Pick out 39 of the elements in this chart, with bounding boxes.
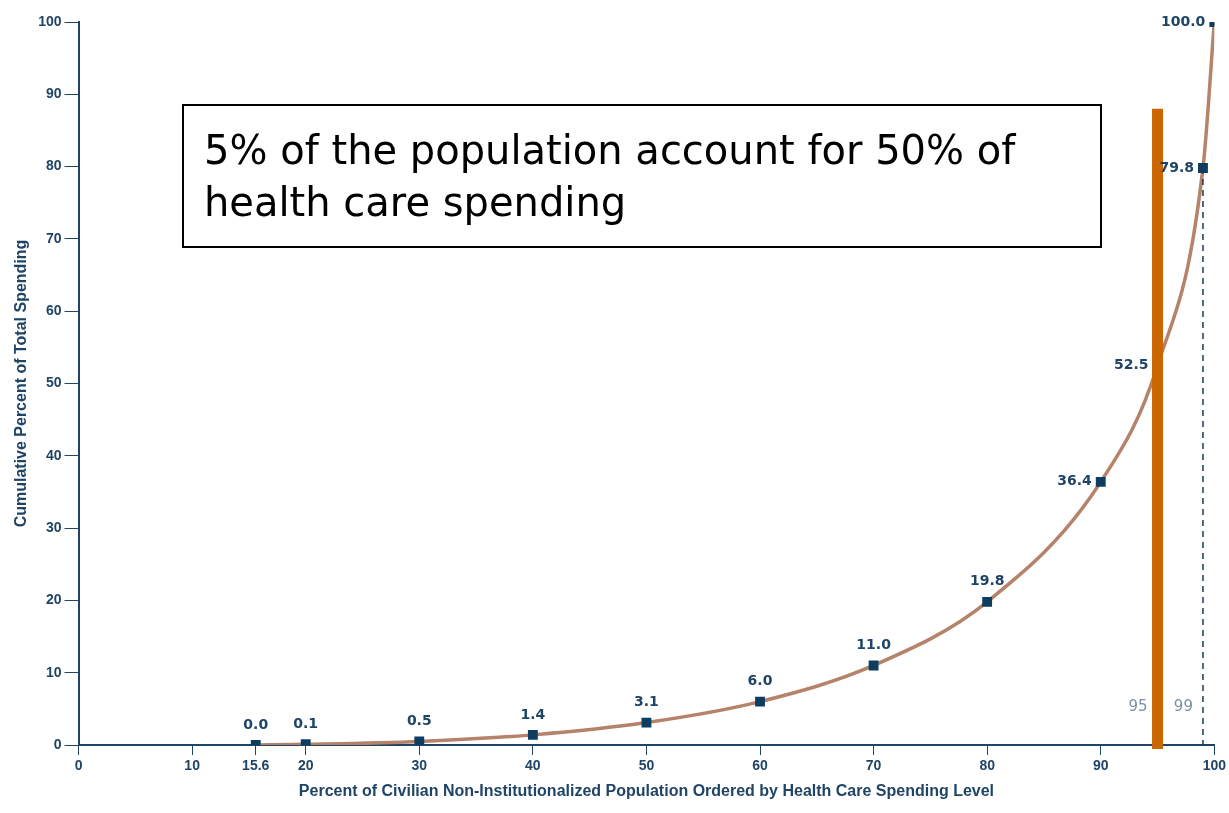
data-label: 100.0 bbox=[1161, 12, 1206, 29]
y-tick-label: 10 bbox=[45, 663, 62, 680]
x-tick-label: 100 bbox=[1202, 757, 1227, 774]
data-label: 11.0 bbox=[856, 636, 892, 653]
x-tick-label: 70 bbox=[865, 757, 882, 774]
x-axis-title: Percent of Civilian Non-Institutionalized Population Ordered by Health Care Spending Level bbox=[298, 781, 995, 799]
y-tick-label: 30 bbox=[45, 518, 62, 535]
y-tick-label: 50 bbox=[45, 374, 62, 391]
annotation: 5% of the population account for 50% of health care spending bbox=[182, 104, 1102, 248]
x-tick-label: 60 bbox=[752, 757, 769, 774]
y-tick-label: 80 bbox=[45, 157, 62, 174]
data-label: 3.1 bbox=[634, 693, 659, 710]
y-tick-label: 90 bbox=[45, 85, 62, 102]
x-tick-label: 90 bbox=[1092, 757, 1109, 774]
x-tick-label: 0 bbox=[74, 757, 83, 774]
data-label: 0.0 bbox=[243, 715, 269, 732]
y-tick-label: 0 bbox=[53, 735, 62, 752]
x-tick-label: 10 bbox=[184, 757, 201, 774]
y-tick-label: 100 bbox=[38, 12, 62, 29]
y-tick-label: 40 bbox=[45, 446, 62, 463]
x-tick-label: 30 bbox=[411, 757, 428, 774]
data-label: 36.4 bbox=[1057, 472, 1092, 489]
x-tick-label: 20 bbox=[297, 757, 314, 774]
data-label: 19.8 bbox=[969, 572, 1005, 589]
ref-line-label: 99 bbox=[1173, 696, 1193, 715]
y-tick-label: 20 bbox=[45, 591, 62, 608]
data-label: 52.5 bbox=[1113, 356, 1149, 373]
x-tick-label: 40 bbox=[525, 757, 541, 774]
data-label: 1.4 bbox=[520, 705, 546, 722]
y-tick-label: 70 bbox=[45, 229, 62, 246]
data-label: 0.1 bbox=[293, 714, 319, 731]
y-axis-title: Cumulative Percent of Total Spending bbox=[12, 239, 30, 528]
ref-line-label: 95 bbox=[1128, 696, 1148, 715]
y-tick-label: 60 bbox=[45, 302, 62, 319]
x-tick-label: 50 bbox=[638, 757, 655, 774]
x-tick-label: 15.6 bbox=[242, 757, 270, 774]
data-label: 6.0 bbox=[747, 672, 773, 689]
data-label: 0.5 bbox=[406, 712, 432, 729]
x-tick-label: 80 bbox=[979, 757, 996, 774]
